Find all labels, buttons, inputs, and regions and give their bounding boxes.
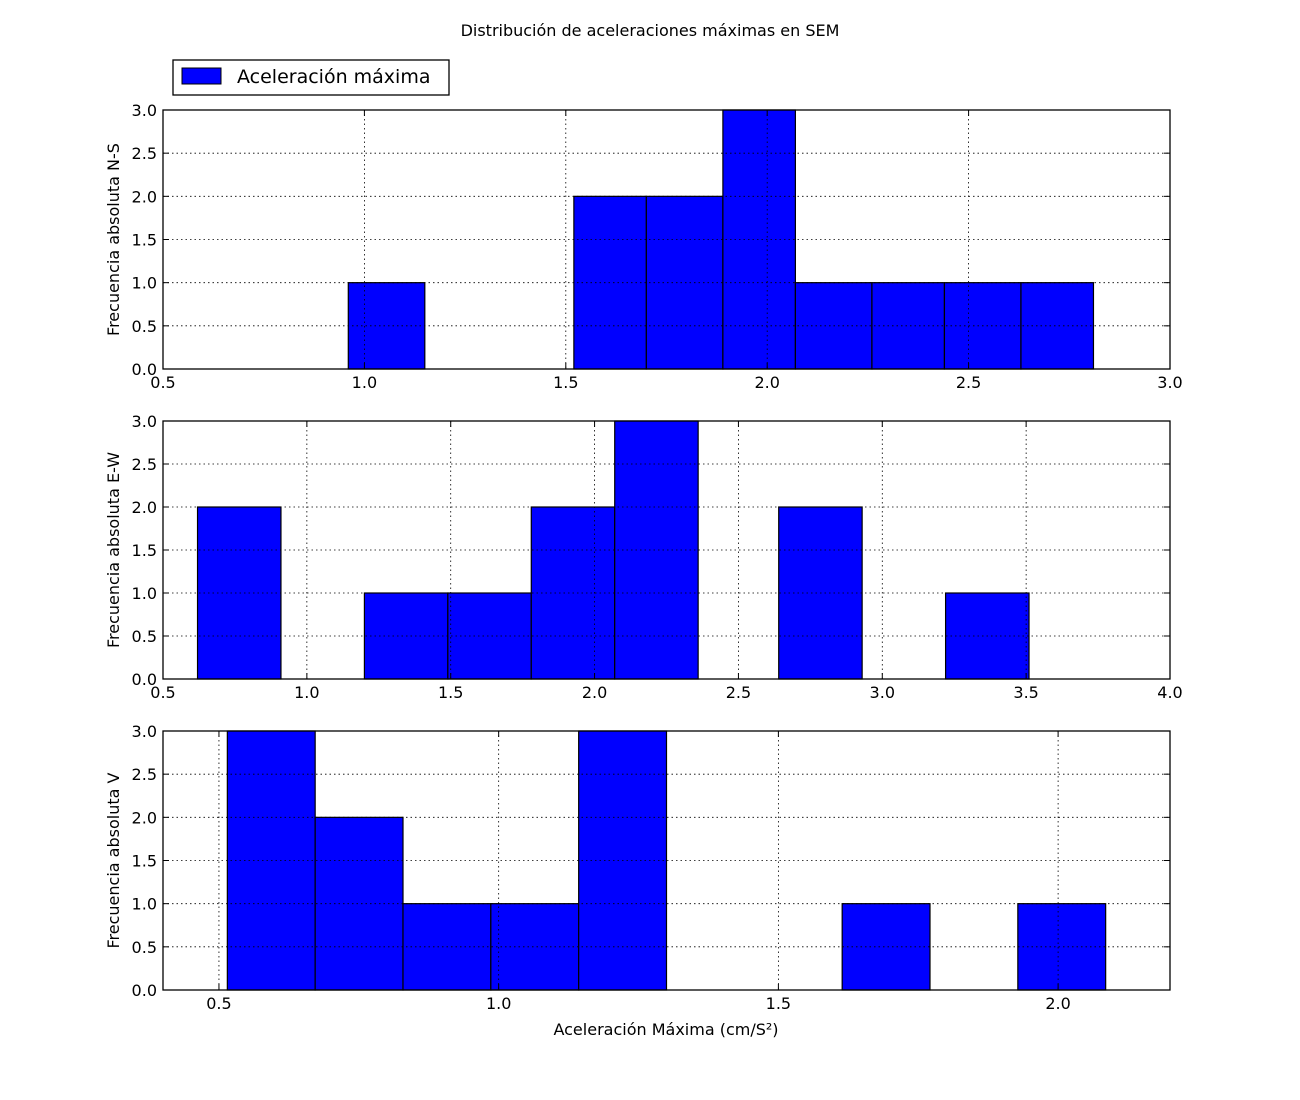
x-tick-label: 1.5 [553,373,578,392]
y-tick-label: 2.0 [132,808,157,827]
y-tick-label: 1.0 [132,274,157,293]
y-tick-label: 0.0 [132,981,157,1000]
y-tick-label: 0.5 [132,627,157,646]
y-axis-label: Frecuencia absoluta E-W [104,452,123,648]
x-tick-label: 3.5 [1013,683,1038,702]
legend: Aceleración máxima [172,59,450,96]
y-axis-label: Frecuencia absoluta V [104,772,123,948]
histogram-bar [573,195,647,370]
x-tick-label: 2.0 [1045,994,1070,1013]
y-tick-label: 3.0 [132,101,157,120]
histogram-bar [314,816,404,991]
y-tick-label: 0.0 [132,670,157,689]
x-tick-label: 0.5 [206,994,231,1013]
y-tick-label: 2.5 [132,765,157,784]
histogram-bar [347,282,426,370]
y-tick-label: 3.0 [132,412,157,431]
y-tick-label: 2.5 [132,144,157,163]
y-tick-label: 1.0 [132,895,157,914]
panel-v: 0.5 1.0 1.5 2.0 0.0 0.5 1.0 1.5 2.0 2.5 3.0 Frecuen… [104,722,1171,1013]
histogram-bar [1017,903,1107,991]
histogram-bar [841,903,931,991]
x-tick-label: 1.0 [352,373,377,392]
x-tick-label: 2.5 [956,373,981,392]
y-tick-label: 2.0 [132,187,157,206]
panel-ns: 0.5 1.0 1.5 2.0 2.5 3.00.00.51.01.52.02.53.0F… [104,101,1183,392]
x-tick-label: 1.5 [438,683,463,702]
y-tick-label: 1.5 [132,852,157,871]
legend-label: Aceleración máxima [237,66,430,88]
legend-swatch [181,67,222,85]
y-tick-label: 0.5 [132,317,157,336]
y-tick-label: 2.5 [132,455,157,474]
y-axis-label: Frecuencia absoluta N-S [104,143,123,336]
panel-ew: 0.5 1.0 1.5 2.0 2.5 3.0 3.5 4.00.00.51.01.52.02… [104,412,1183,702]
x-tick-label: 1.0 [486,994,511,1013]
x-tick-label: 2.5 [726,683,751,702]
y-tick-label: 1.5 [132,541,157,560]
histogram-bar [645,195,724,370]
y-tick-label: 0.0 [132,360,157,379]
y-tick-label: 1.5 [132,231,157,250]
x-tick-label: 2.0 [582,683,607,702]
x-tick-label: 3.0 [1157,373,1182,392]
x-tick-label: 0.5 [150,373,175,392]
x-axis-label: Aceleración Máxima (cm/S²) [553,1020,778,1039]
y-tick-label: 0.5 [132,938,157,957]
x-tick-label: 1.5 [766,994,791,1013]
x-tick-label: 3.0 [870,683,895,702]
chart-title: Distribución de aceleraciones máximas en… [461,21,840,40]
histogram-bar [196,506,282,680]
x-tick-label: 4.0 [1157,683,1182,702]
x-tick-label: 0.5 [150,683,175,702]
histogram-bar [490,903,580,991]
y-tick-label: 3.0 [132,722,157,741]
y-tick-label: 2.0 [132,498,157,517]
x-tick-label: 1.0 [294,683,319,702]
x-tick-label: 2.0 [754,373,779,392]
y-tick-label: 1.0 [132,584,157,603]
